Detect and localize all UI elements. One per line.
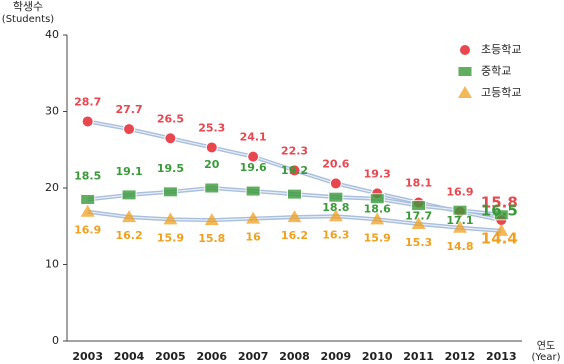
x-tick-label: 2011 [403,350,434,363]
y-tick-label: 0 [52,334,59,347]
data-label: 27.7 [115,103,142,116]
x-tick-label: 2012 [445,350,476,363]
data-label-emphasis: 14.4 [481,229,518,247]
legend-label: 중학교 [481,65,511,78]
data-label: 16.2 [115,229,142,242]
data-label: 16.9 [446,186,473,199]
point [328,191,344,203]
data-label-emphasis: 15.8 [481,194,518,212]
y-axis-label: 학생수 [13,0,43,13]
point [493,209,509,221]
data-label: 19.2 [281,164,308,177]
y-tick-label: 30 [45,105,59,118]
point [245,185,261,197]
data-label: 17.7 [405,210,432,223]
point [204,213,219,226]
legend-label: 고등학교 [481,86,521,99]
data-label: 19.6 [240,161,267,174]
data-label: 20 [204,158,220,171]
point [329,177,342,190]
data-label: 16 [245,231,261,244]
data-label: 19.1 [115,165,142,178]
x-tick-label: 2006 [196,350,227,363]
x-tick-label: 2005 [155,350,186,363]
point [452,220,467,233]
data-label: 18.6 [364,203,391,216]
point [287,210,302,223]
point [80,204,95,217]
data-label: 15.9 [157,231,184,244]
point [287,188,302,200]
x-tick-label: 2009 [321,350,352,363]
point [411,216,426,229]
point [328,209,343,222]
data-label: 20.6 [322,157,349,170]
legend-marker [458,86,472,98]
point [452,204,468,216]
data-label: 19.3 [364,167,391,180]
point [80,193,96,205]
point [81,115,94,128]
data-label: 16.3 [322,228,349,241]
data-label: 18.1 [405,177,432,190]
point [370,212,385,225]
legend-label: 초등학교 [481,43,521,56]
x-tick-label: 2007 [238,350,269,363]
x-axis-label: 연도 [537,340,555,352]
data-label: 15.3 [405,236,432,249]
x-tick-label: 2013 [486,350,517,363]
data-label: 22.3 [281,144,308,157]
data-label: 24.1 [240,131,267,144]
x-tick-label: 2004 [114,350,145,363]
point [369,193,385,205]
y-tick-label: 20 [45,181,59,194]
data-label: 28.7 [74,95,101,108]
point [494,223,509,236]
point [162,186,178,198]
legend-marker [457,66,473,77]
x-tick-label: 2003 [72,350,103,363]
point [121,189,137,201]
point [411,200,427,212]
data-label: 15.8 [198,232,225,245]
data-label: 26.5 [157,112,184,125]
data-label: 18.5 [74,169,101,182]
point [205,141,218,154]
point [246,211,261,224]
data-label: 18.8 [322,201,349,214]
data-label: 15.9 [364,231,391,244]
x-tick-label: 2008 [279,350,310,363]
point [288,164,301,177]
y-tick-label: 40 [45,28,59,41]
data-label: 14.8 [446,240,473,253]
point [123,123,136,136]
y-axis-label: (Students) [2,14,54,25]
data-label-emphasis: 16.5 [481,201,518,219]
data-label: 16.9 [74,224,101,237]
data-label: 17.1 [446,214,473,227]
point [247,150,260,163]
legend-marker [459,44,471,56]
data-label: 16.2 [281,229,308,242]
x-axis-label: (Year) [532,352,561,363]
point [204,182,220,194]
data-label: 25.3 [198,121,225,134]
point [163,212,178,225]
x-tick-label: 2010 [362,350,393,363]
y-tick-label: 10 [45,258,59,271]
data-label: 19.5 [157,162,184,175]
point [122,210,137,223]
point [164,132,177,145]
